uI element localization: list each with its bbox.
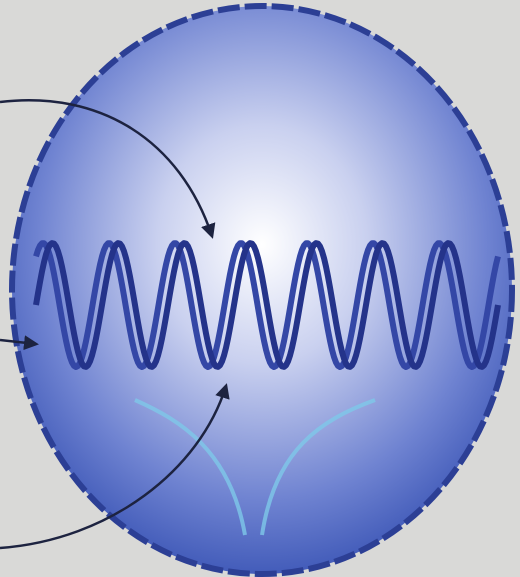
page: {} (() => { const svg = document.getElem…: [0, 0, 520, 577]
illustration: [0, 0, 520, 577]
